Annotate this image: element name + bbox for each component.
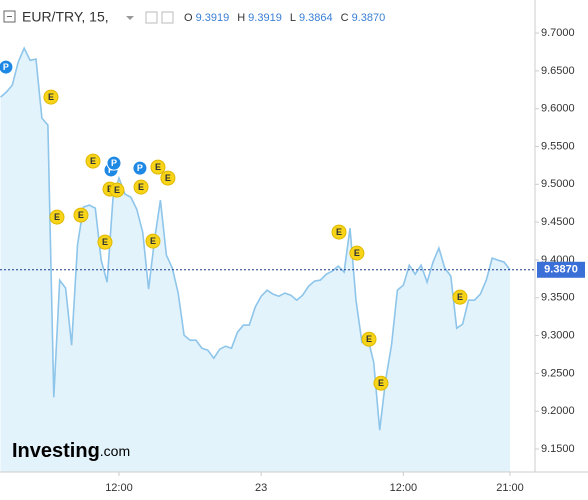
x-tick-label: 12:00 <box>390 482 418 494</box>
event-marker <box>132 160 148 176</box>
area-fill <box>0 48 510 472</box>
logo-suffix: .com <box>100 443 130 459</box>
event-marker <box>109 182 125 198</box>
y-tick-label: 9.2500 <box>541 367 575 379</box>
dropdown-icon[interactable] <box>126 16 134 20</box>
settings-icon[interactable] <box>145 11 158 24</box>
ohlc-value: 9.3870 <box>352 12 386 24</box>
last-price-label: 9.3870 <box>544 264 578 276</box>
y-tick-label: 9.6000 <box>541 103 575 115</box>
event-marker-label: P <box>111 158 117 168</box>
price-line <box>0 46 511 431</box>
y-tick-label: 9.6500 <box>541 65 575 77</box>
ohlc-key: C <box>341 12 349 24</box>
event-marker-label: E <box>155 162 161 172</box>
ohlc: O 9.3919 H 9.3919 L 9.3864 C 9.3870 <box>184 12 385 24</box>
y-tick-label: 9.4500 <box>541 216 575 228</box>
event-marker <box>133 179 149 195</box>
x-tick-label: 12:00 <box>105 482 133 494</box>
event-marker-label: E <box>138 182 144 192</box>
ohlc-key: H <box>237 12 245 24</box>
event-marker-label: E <box>336 227 342 237</box>
y-tick-label: 9.1500 <box>541 443 575 455</box>
event-marker <box>349 245 365 261</box>
plot <box>0 46 511 472</box>
symbol: EUR/TRY, 15, <box>22 9 109 25</box>
y-tick-label: 9.5000 <box>541 178 575 190</box>
ohlc-key: L <box>290 12 296 24</box>
event-marker-label: E <box>150 236 156 246</box>
event-marker <box>0 59 14 75</box>
y-tick-label: 9.3000 <box>541 329 575 341</box>
event-marker-label: E <box>102 237 108 247</box>
event-marker-label: E <box>48 92 54 102</box>
y-tick-label: 9.3500 <box>541 292 575 304</box>
event-marker <box>160 170 176 186</box>
y-tick-label: 9.2000 <box>541 405 575 417</box>
event-marker-label: E <box>54 212 60 222</box>
ohlc-value: 9.3864 <box>299 12 333 24</box>
ohlc-key: O <box>184 12 193 24</box>
y-tick-label: 9.7000 <box>541 27 575 39</box>
event-marker-label: P <box>137 163 143 173</box>
gear-icon[interactable] <box>161 11 174 24</box>
x-tick-label: 21:00 <box>496 482 524 494</box>
event-marker-label: E <box>378 378 384 388</box>
event-marker <box>106 155 122 171</box>
logo: Investing.com <box>12 440 130 462</box>
logo-main: Investing <box>12 440 100 462</box>
event-marker-label: E <box>366 334 372 344</box>
event-marker-label: P <box>3 62 9 72</box>
event-marker-label: E <box>90 156 96 166</box>
ohlc-value: 9.3919 <box>248 12 282 24</box>
event-marker <box>43 89 59 105</box>
event-marker-label: E <box>165 173 171 183</box>
event-marker <box>145 233 161 249</box>
x-tick-label: 23 <box>255 482 267 494</box>
y-tick-label: 9.5500 <box>541 140 575 152</box>
event-marker <box>85 153 101 169</box>
event-marker <box>97 234 113 250</box>
event-marker <box>73 207 89 223</box>
event-marker-label: E <box>457 292 463 302</box>
event-marker-label: E <box>78 210 84 220</box>
event-marker-label: E <box>354 248 360 258</box>
event-marker <box>361 331 377 347</box>
event-marker <box>150 159 166 175</box>
collapse-button[interactable] <box>3 10 16 23</box>
last-price-box <box>537 261 585 278</box>
event-marker-label: E <box>114 185 120 195</box>
event-marker <box>452 289 468 305</box>
event-marker <box>373 375 389 391</box>
event-marker <box>49 209 65 225</box>
ohlc-value: 9.3919 <box>196 12 230 24</box>
event-marker <box>331 224 347 240</box>
